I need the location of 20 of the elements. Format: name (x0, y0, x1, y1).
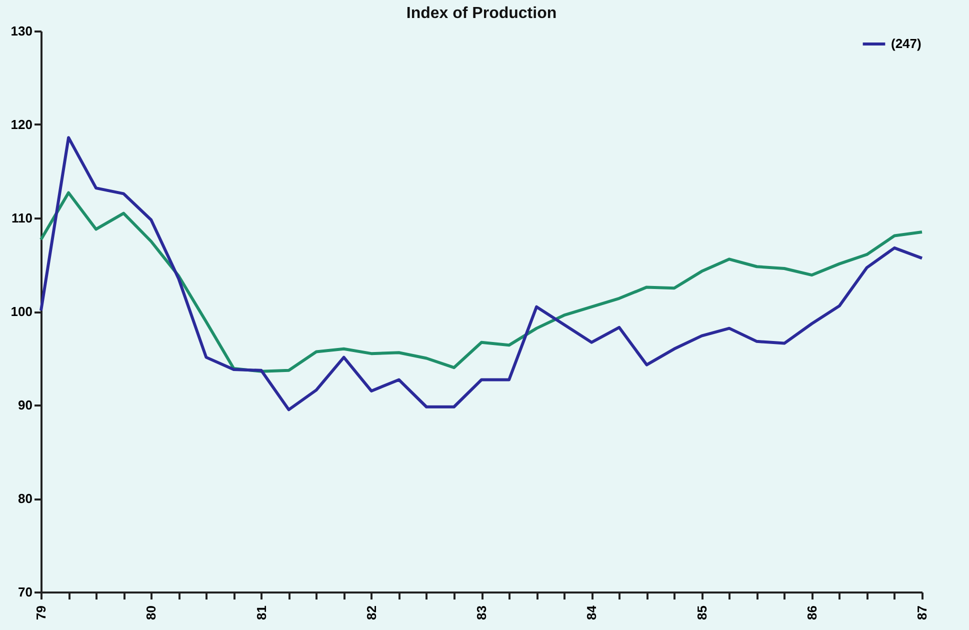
y-tick-label: 120 (10, 117, 32, 132)
x-tick-label: 85 (694, 606, 710, 620)
line-series (40, 136, 924, 412)
line-series (40, 191, 924, 373)
x-tick-label: 82 (364, 606, 379, 620)
x-tick-label: 86 (804, 606, 820, 620)
y-tick-label: 130 (10, 24, 32, 38)
x-tick-label: 87 (914, 606, 930, 620)
x-tick-label: 83 (474, 606, 489, 620)
legend-label: (247) (891, 36, 922, 51)
y-tick-label: 110 (12, 210, 32, 226)
x-tick-label: 79 (34, 606, 48, 620)
y-tick-label: 80 (18, 491, 32, 506)
y-tick-label: 100 (10, 304, 32, 319)
x-tick-label: 80 (144, 606, 159, 620)
chart-title: Index of Production (406, 5, 557, 22)
x-tick-label: 81 (254, 606, 269, 620)
x-tick-label: 84 (584, 604, 600, 620)
y-tick-label: 90 (18, 398, 32, 412)
y-tick-label: 70 (18, 584, 32, 600)
